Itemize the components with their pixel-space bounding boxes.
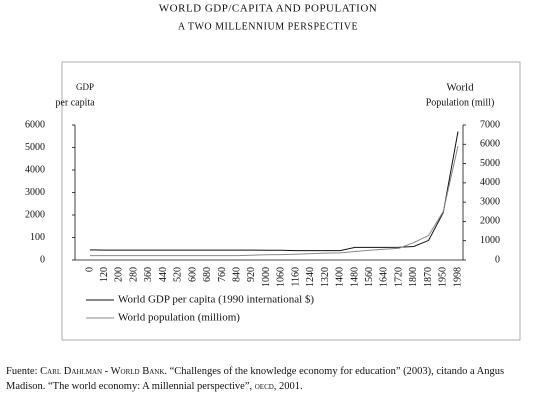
y-tick-label: 3000 [25, 187, 45, 198]
y-tick-label: 4000 [25, 164, 45, 175]
y-tick-label: 6000 [25, 119, 45, 130]
source-text: . “Challenges of the knowledge economy f… [6, 366, 505, 392]
x-tick-label: 1320 [320, 267, 331, 287]
chart: WORLD GDP/CAPITA AND POPULATION A TWO MI… [25, 3, 521, 341]
y-label: per capita [55, 97, 95, 108]
x-tick-label: 760 [217, 267, 228, 282]
x-tick-label: 1998 [452, 267, 463, 287]
x-tick-label: 1560 [364, 267, 375, 287]
source-note: Fuente: Carl Dahlman - World Bank. “Chal… [6, 364, 532, 394]
x-tick-label: 280 [128, 267, 139, 282]
x-tick-label: 1800 [408, 267, 419, 287]
x-tick-label: 680 [202, 267, 213, 282]
x-tick-label: 200 [114, 267, 125, 282]
y-tick-label: 5000 [25, 142, 45, 153]
y-tick-label: 2000 [25, 209, 45, 220]
x-tick-label: 520 [173, 267, 184, 282]
y2-tick-label: 0 [495, 254, 500, 265]
legend-label: World population (milliom) [118, 312, 240, 324]
source-text: , 2001. [273, 381, 303, 392]
x-tick-label: 1870 [423, 267, 434, 287]
y2-label: Population (mill) [426, 97, 495, 108]
y2-tick-label: 1000 [480, 235, 500, 246]
y-tick-label: 100 [30, 232, 45, 243]
x-tick-label: 840 [231, 267, 242, 282]
y-tick-label: 0 [40, 254, 45, 265]
x-tick-label: 1950 [438, 267, 449, 287]
x-tick-label: 600 [187, 267, 198, 282]
x-tick-label: 920 [246, 267, 257, 282]
y2-tick-label: 6000 [480, 139, 500, 150]
x-tick-label: 1160 [290, 267, 301, 287]
y-label: GDP [76, 82, 94, 92]
x-tick-label: 1480 [349, 267, 360, 287]
source-text: oecd [254, 381, 274, 392]
source-text: Carl Dahlman - World Bank [40, 366, 165, 377]
source-text: Fuente: [6, 366, 41, 377]
y2-tick-label: 4000 [480, 177, 500, 188]
data-line [89, 131, 459, 252]
chart-subtitle: A TWO MILLENNIUM PERSPECTIVE [178, 21, 358, 32]
x-tick-label: 360 [143, 267, 154, 282]
y2-tick-label: 7000 [480, 119, 500, 130]
x-tick-label: 1720 [393, 267, 404, 287]
legend-label: World GDP per capita (1990 international… [118, 294, 314, 306]
chart-title: WORLD GDP/CAPITA AND POPULATION [159, 3, 377, 15]
x-tick-label: 440 [158, 267, 169, 282]
chart-frame [61, 61, 521, 341]
x-tick-label: 1000 [261, 267, 272, 287]
x-tick-label: 0 [84, 267, 95, 272]
x-tick-label: 120 [99, 267, 110, 282]
x-tick-label: 1060 [276, 267, 287, 287]
y2-tick-label: 2000 [480, 216, 500, 227]
y2-tick-label: 3000 [480, 196, 500, 207]
y2-label: World [446, 82, 474, 94]
y2-tick-label: 5000 [480, 158, 500, 169]
data-line [90, 145, 459, 257]
x-tick-label: 1400 [335, 267, 346, 287]
x-tick-label: 1240 [305, 267, 316, 287]
x-tick-label: 1640 [379, 267, 390, 287]
